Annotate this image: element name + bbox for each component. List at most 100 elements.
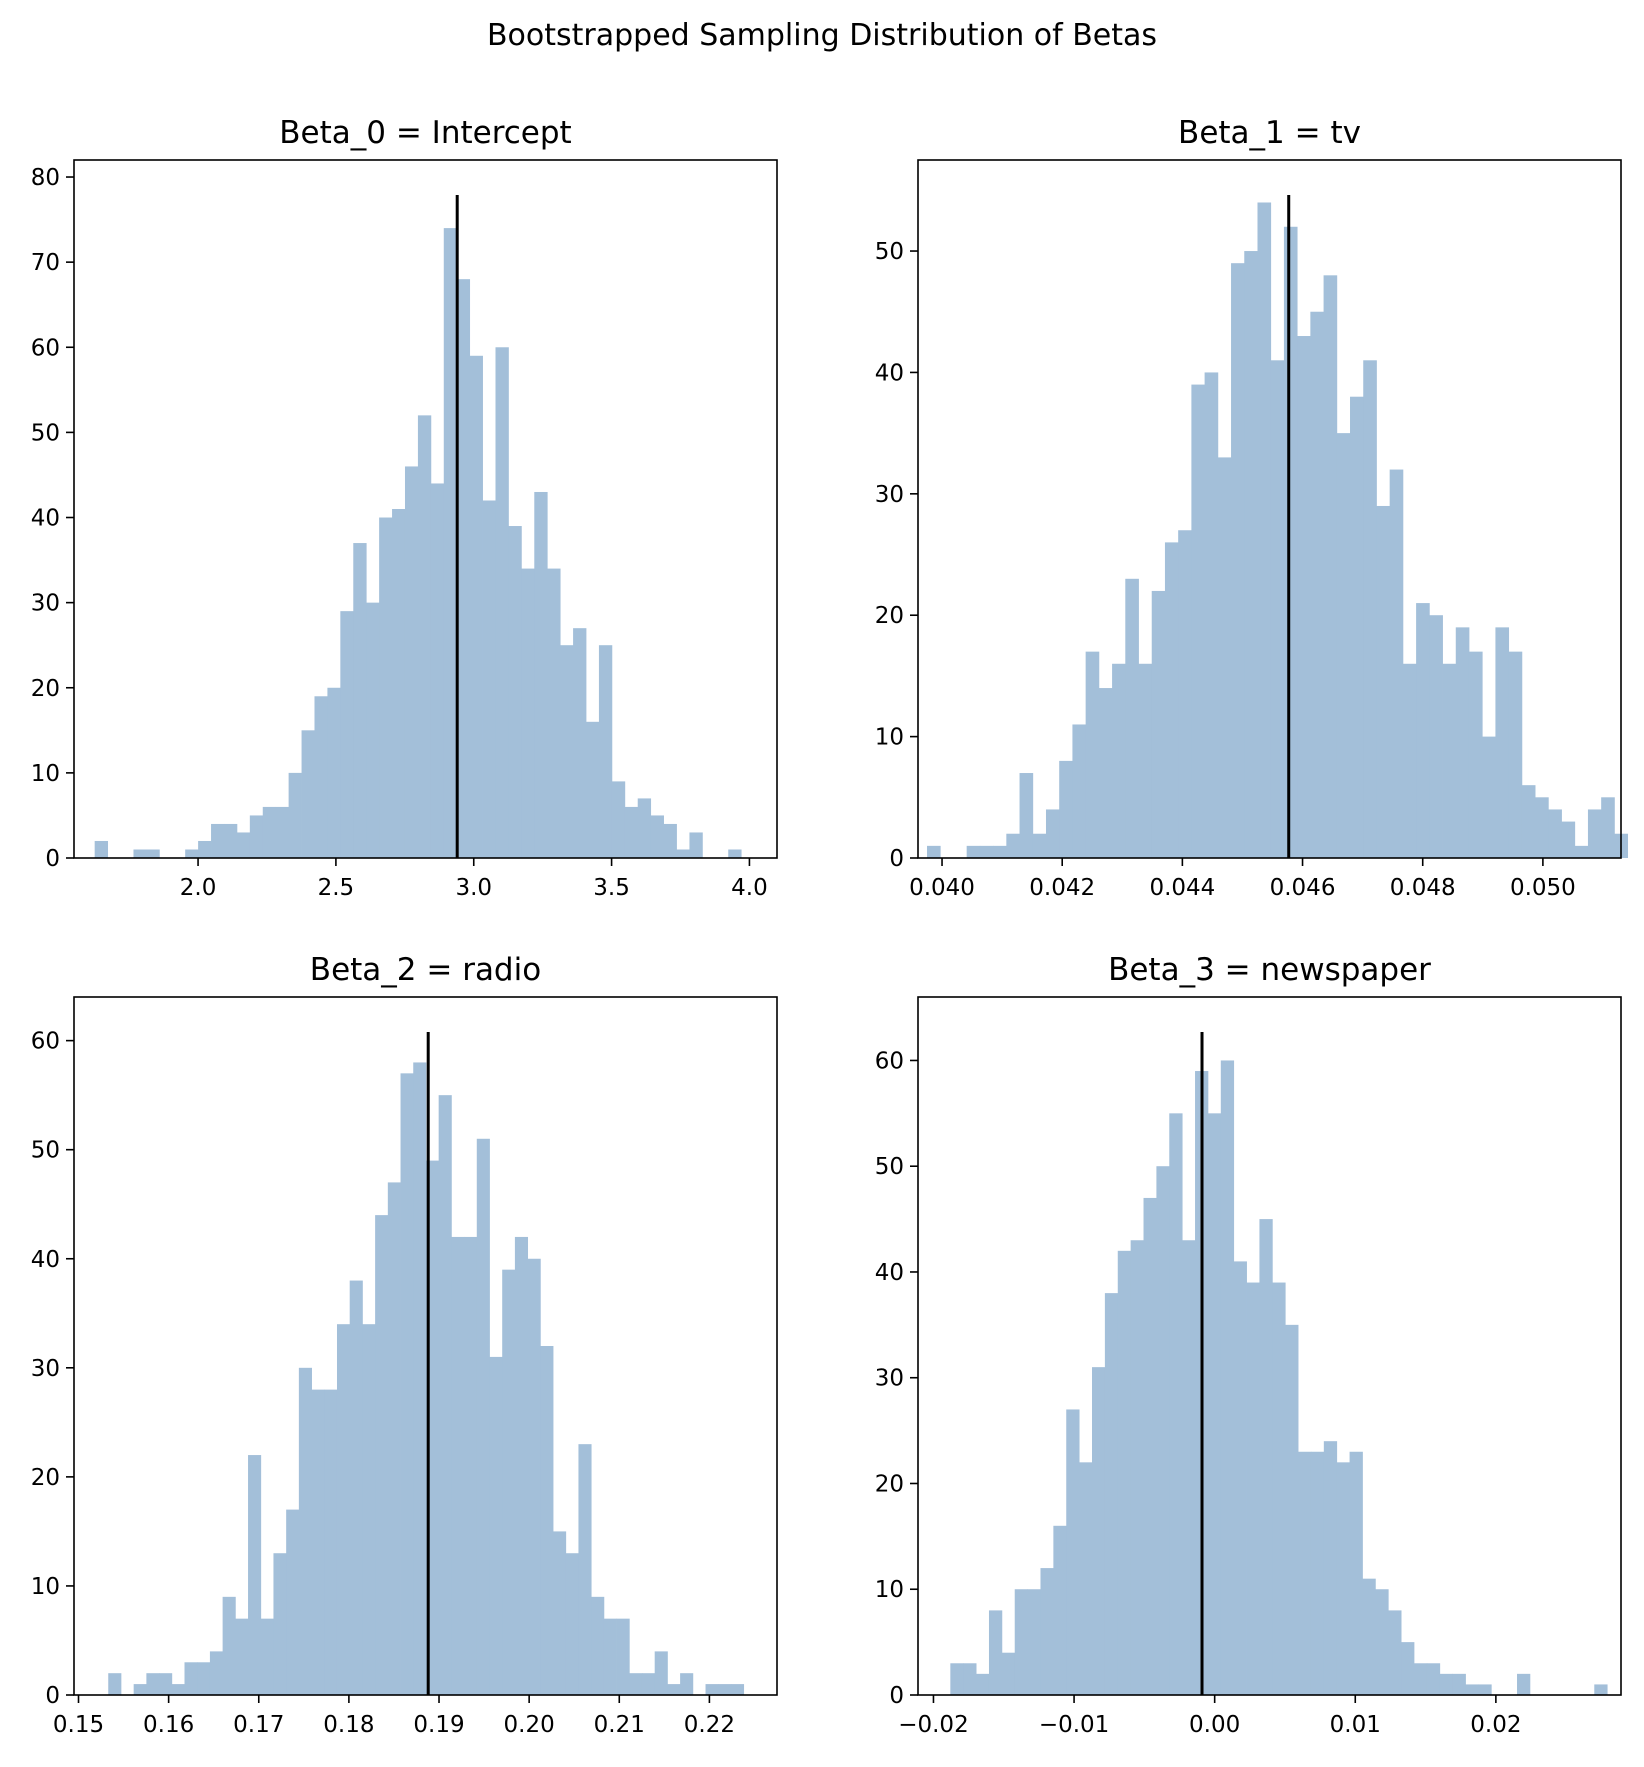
histogram-bar (1092, 1367, 1106, 1695)
y-tick-label: 40 (31, 506, 60, 532)
histogram-bar (547, 568, 561, 858)
x-tick-label: 0.22 (684, 1712, 735, 1738)
y-tick-label: 10 (31, 761, 60, 787)
histogram-bar (1455, 627, 1470, 858)
histogram-bar (641, 1673, 656, 1695)
histogram-bar (1402, 663, 1417, 858)
histogram-bar (1112, 663, 1126, 858)
histogram-bar (235, 1618, 249, 1695)
histogram-bar (1574, 845, 1589, 858)
histogram-bar (1045, 809, 1060, 858)
histogram-bar (667, 1684, 681, 1695)
y-tick-label: 80 (31, 165, 60, 191)
y-tick-label: 40 (31, 1247, 60, 1273)
histogram-bar (705, 1684, 719, 1695)
y-tick-label: 50 (875, 239, 904, 265)
histogram-bar (262, 806, 277, 858)
histogram-bar (963, 1663, 977, 1695)
x-tick-label: 0.040 (909, 875, 975, 901)
x-tick-label: −0.02 (898, 1712, 968, 1738)
histogram-bar (1561, 821, 1576, 858)
histogram-bar (950, 1663, 964, 1695)
subplot-title: Beta_1 = tv (1178, 115, 1361, 151)
histogram-bar (728, 849, 742, 858)
histogram-bar (1169, 1113, 1183, 1695)
histogram-bar (1151, 590, 1166, 858)
y-tick-label: 30 (31, 591, 60, 617)
histogram-bar (171, 1684, 185, 1695)
histogram-bar (966, 845, 981, 858)
x-tick-label: 0.02 (1470, 1712, 1521, 1738)
histogram-bar (1182, 1240, 1196, 1695)
histogram-bar (286, 1509, 300, 1695)
y-tick-label: 20 (31, 1465, 60, 1491)
histogram-bar (1125, 578, 1139, 858)
histogram-bar (159, 1673, 173, 1695)
histogram-bar (108, 1673, 122, 1695)
histogram-bar (616, 1618, 630, 1695)
y-tick-label: 30 (875, 482, 904, 508)
x-tick-label: 0.20 (504, 1712, 555, 1738)
histogram-bar (133, 849, 147, 858)
histogram-bar (260, 1618, 274, 1695)
subplot-title: Beta_0 = Intercept (279, 115, 571, 151)
y-tick-label: 50 (31, 1138, 60, 1164)
histogram-bar (1594, 1684, 1608, 1695)
y-tick-label: 60 (31, 1029, 60, 1055)
y-tick-label: 20 (875, 603, 904, 629)
y-tick-label: 50 (31, 420, 60, 446)
histogram-bar (311, 1389, 325, 1695)
y-tick-label: 10 (875, 725, 904, 751)
axes-frame (73, 996, 778, 1696)
histogram-bar (469, 355, 483, 858)
y-tick-label: 30 (875, 1366, 904, 1392)
axes-frame (917, 996, 1622, 1696)
histogram-bar (654, 1651, 668, 1695)
histogram-bar (404, 466, 419, 858)
histogram-bar (1117, 1250, 1132, 1695)
y-tick-label: 20 (875, 1471, 904, 1497)
histogram-bar (1323, 1441, 1338, 1695)
histogram-bar (1164, 542, 1179, 858)
histogram-bar (209, 1651, 224, 1695)
histogram-bar (1297, 336, 1311, 858)
y-tick-label: 20 (31, 676, 60, 702)
axes-frame (917, 159, 1622, 859)
histogram-bar (689, 832, 703, 858)
histogram-bar (1053, 1525, 1067, 1695)
x-tick-label: 0.046 (1270, 875, 1336, 901)
histogram-bar (514, 1236, 529, 1695)
x-tick-label: 0.042 (1029, 875, 1095, 901)
x-tick-label: 0.21 (594, 1712, 645, 1738)
histogram-bar (1259, 1219, 1273, 1695)
histogram-bar (430, 483, 445, 858)
histogram-bar (553, 1531, 567, 1695)
histogram-bar (324, 1389, 338, 1695)
histogram-bar (1072, 724, 1087, 858)
histogram-bar (1376, 505, 1391, 858)
histogram-bar (184, 1662, 198, 1695)
histogram-bar (573, 628, 587, 858)
x-tick-label: 0.044 (1149, 875, 1215, 901)
histogram-bar (400, 1073, 414, 1695)
y-tick-label: 0 (45, 1683, 60, 1709)
histogram-bar (624, 806, 639, 858)
histogram-bar (1066, 1409, 1080, 1695)
histogram-bar (1283, 226, 1298, 859)
histogram-bar (1336, 1462, 1350, 1695)
subplot-title: Beta_3 = newspaper (1108, 952, 1431, 988)
histogram-bar (1191, 384, 1206, 858)
histogram-bar (1495, 627, 1510, 858)
histogram-bar (379, 517, 393, 858)
x-tick-label: −0.01 (1039, 1712, 1109, 1738)
y-tick-label: 60 (875, 1048, 904, 1074)
subplot-intercept: 2.0 2.5 3.0 3.5 4.0 0 10 20 30 40 50 60 70 80 Beta_0 =… (31, 115, 778, 901)
y-tick-label: 40 (875, 360, 904, 386)
histogram-bar (730, 1684, 745, 1695)
histogram-bar (1298, 1451, 1312, 1695)
histogram-bar (591, 1596, 605, 1695)
histogram-bar (94, 840, 109, 858)
histogram-bar (375, 1215, 389, 1695)
histogram-bar (298, 1367, 312, 1695)
subplot-title: Beta_2 = radio (310, 952, 541, 988)
